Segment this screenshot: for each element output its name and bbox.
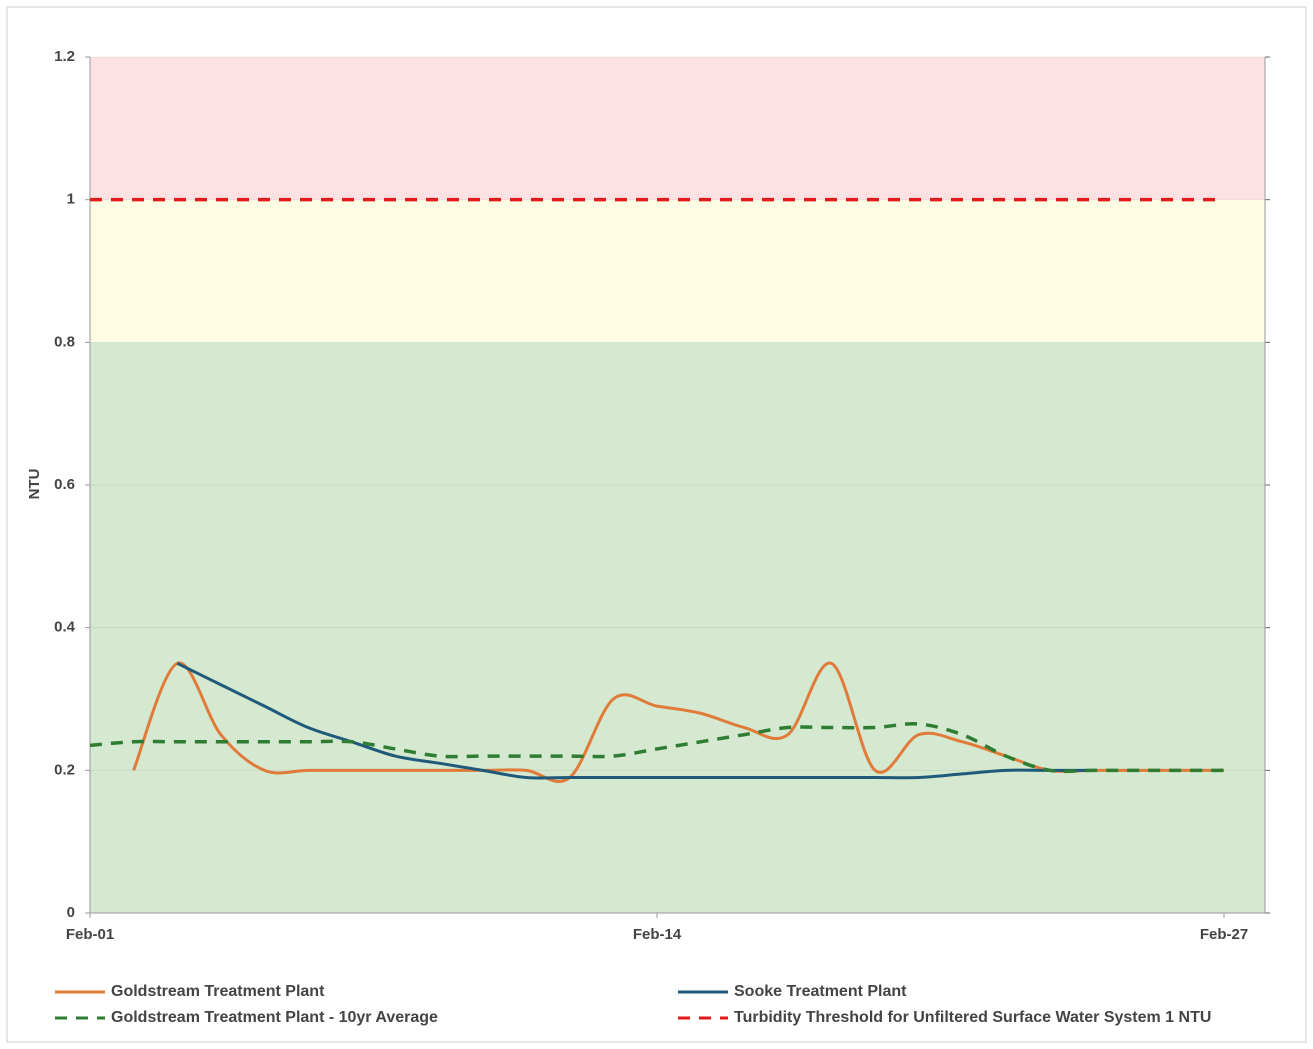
y-tick-label: 0.6 bbox=[54, 476, 75, 493]
legend-label: Sooke Treatment Plant bbox=[734, 983, 907, 1000]
y-tick-label: 1.2 bbox=[54, 48, 75, 65]
y-tick-label: 0 bbox=[67, 904, 75, 921]
y-tick-label: 0.4 bbox=[54, 619, 76, 636]
band bbox=[90, 199, 1265, 343]
band bbox=[90, 57, 1265, 200]
chart-border bbox=[6, 6, 1307, 1043]
series-line bbox=[89, 722, 1224, 774]
y-tick-label: 0.2 bbox=[54, 761, 75, 778]
y-tick-label: 1 bbox=[67, 191, 75, 208]
legend-label: Turbidity Threshold for Unfiltered Surfa… bbox=[734, 1009, 1211, 1026]
series-line bbox=[176, 661, 1094, 780]
band bbox=[90, 342, 1265, 913]
legend-label: Goldstream Treatment Plant - 10yr Averag… bbox=[111, 1009, 438, 1026]
lines bbox=[89, 197, 1224, 784]
x-tick-label: Feb-27 bbox=[1200, 926, 1248, 943]
y-tick-label: 0.8 bbox=[54, 333, 75, 350]
bands bbox=[90, 57, 1265, 913]
x-tick-label: Feb-01 bbox=[66, 926, 114, 943]
legend-label: Goldstream Treatment Plant bbox=[111, 983, 325, 1000]
grid bbox=[85, 56, 1270, 918]
y-axis-label: NTU bbox=[26, 469, 43, 500]
x-tick-label: Feb-14 bbox=[633, 926, 682, 943]
